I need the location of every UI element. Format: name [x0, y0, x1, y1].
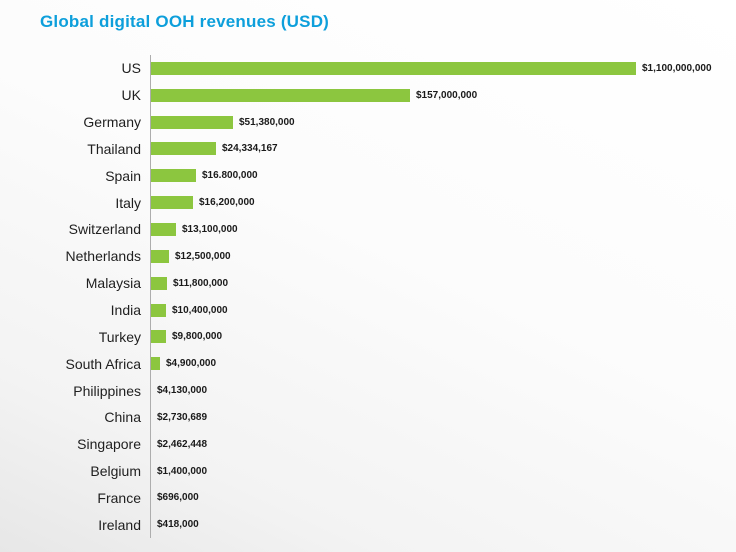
category-label: Turkey: [98, 328, 141, 345]
value-label: $157,000,000: [416, 89, 478, 101]
plot-area: $11,800,000: [150, 269, 736, 297]
chart-row: Philippines $4,130,000: [0, 377, 736, 404]
bar: [151, 115, 233, 129]
category-label: Malaysia: [85, 275, 141, 292]
category-label: South Africa: [65, 355, 142, 372]
plot-area: $2,730,689: [150, 403, 736, 431]
bar: [151, 249, 169, 263]
plot-area: $16,200,000: [150, 189, 736, 217]
plot-area: $1,100,000,000: [150, 55, 736, 82]
plot-area: $9,800,000: [150, 323, 736, 351]
value-label: $418,000: [157, 519, 199, 531]
category-label: Switzerland: [68, 221, 141, 238]
category-label: Singapore: [77, 436, 141, 453]
chart-row: Malaysia $11,800,000: [0, 269, 736, 297]
bar: [151, 169, 196, 183]
bar: [151, 61, 636, 75]
plot-area: $13,100,000: [150, 216, 736, 243]
category-label: Italy: [115, 194, 141, 211]
plot-area: $418,000: [150, 511, 736, 539]
chart-row: Spain $16.800,000: [0, 162, 736, 190]
chart-row: Belgium $1,400,000: [0, 457, 736, 485]
plot-area: $4,900,000: [150, 350, 736, 378]
bar: [151, 222, 176, 236]
value-label: $2,730,689: [157, 411, 208, 423]
plot-area: $12,500,000: [150, 242, 736, 270]
chart-row: Singapore $2,462,448: [0, 430, 736, 458]
bar: [151, 196, 193, 210]
category-label: India: [110, 302, 141, 319]
category-label: Philippines: [73, 382, 141, 399]
plot-area: $157,000,000: [150, 81, 736, 109]
bar: [151, 142, 216, 156]
plot-area: $1,400,000: [150, 457, 736, 485]
chart-row: US $1,100,000,000: [0, 55, 736, 82]
chart-row: UK $157,000,000: [0, 81, 736, 109]
chart-row: Ireland $418,000: [0, 511, 736, 539]
value-label: $11,800,000: [173, 277, 229, 289]
chart-rows: US $1,100,000,000 UK $157,000,000 Germany $51…: [0, 55, 736, 539]
chart-row: France $696,000: [0, 484, 736, 512]
bar-chart: US $1,100,000,000 UK $157,000,000 Germany $51…: [0, 55, 736, 539]
value-label: $696,000: [157, 492, 199, 504]
value-label: $9,800,000: [172, 331, 223, 343]
category-label: Germany: [83, 114, 141, 131]
value-label: $51,380,000: [239, 116, 295, 128]
value-label: $10,400,000: [172, 304, 228, 316]
category-label: Thailand: [87, 140, 141, 157]
chart-row: Germany $51,380,000: [0, 108, 736, 136]
category-label: Ireland: [98, 516, 141, 533]
chart-row: Turkey $9,800,000: [0, 323, 736, 351]
plot-area: $16.800,000: [150, 162, 736, 190]
plot-area: $2,462,448: [150, 430, 736, 458]
value-label: $1,400,000: [157, 465, 208, 477]
chart-row: Thailand $24,334,167: [0, 135, 736, 163]
value-label: $1,100,000,000: [642, 62, 712, 74]
value-label: $12,500,000: [175, 250, 231, 262]
category-label: US: [121, 60, 141, 77]
value-label: $16.800,000: [202, 170, 258, 182]
plot-area: $4,130,000: [150, 377, 736, 404]
category-label: Spain: [105, 167, 141, 184]
bar: [151, 276, 167, 290]
chart-row: China $2,730,689: [0, 403, 736, 431]
chart-row: Netherlands $12,500,000: [0, 242, 736, 270]
value-label: $13,100,000: [182, 223, 238, 235]
chart-title: Global digital OOH revenues (USD): [40, 12, 330, 31]
chart-row: India $10,400,000: [0, 296, 736, 324]
category-label: Netherlands: [65, 248, 142, 265]
bar: [151, 88, 410, 102]
value-label: $24,334,167: [222, 143, 278, 155]
category-label: France: [97, 489, 141, 506]
chart-row: Italy $16,200,000: [0, 189, 736, 217]
value-label: $4,900,000: [166, 358, 217, 370]
plot-area: $10,400,000: [150, 296, 736, 324]
plot-area: $51,380,000: [150, 108, 736, 136]
value-label: $4,130,000: [157, 385, 208, 397]
category-label: UK: [121, 87, 141, 104]
category-label: Belgium: [90, 463, 141, 480]
bar: [151, 330, 166, 344]
bar: [151, 303, 166, 317]
value-label: $16,200,000: [199, 197, 255, 209]
chart-row: Switzerland $13,100,000: [0, 216, 736, 243]
plot-area: $24,334,167: [150, 135, 736, 163]
chart-row: South Africa $4,900,000: [0, 350, 736, 378]
category-label: China: [104, 409, 141, 426]
value-label: $2,462,448: [157, 438, 208, 450]
plot-area: $696,000: [150, 484, 736, 512]
bar: [151, 357, 160, 371]
